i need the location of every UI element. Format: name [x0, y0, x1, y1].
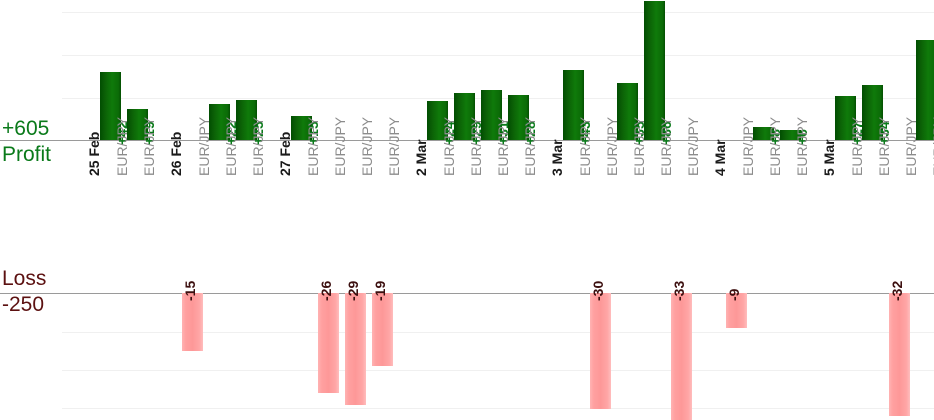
- gridline: [62, 370, 934, 371]
- date-label: 26 Feb: [168, 131, 184, 176]
- instrument-label: EUR/JPY: [305, 116, 321, 176]
- profit-bar: [835, 96, 856, 140]
- loss-value-label: -15: [182, 280, 198, 301]
- loss-baseline: [0, 293, 934, 294]
- profit-bar: [209, 104, 230, 140]
- loss-bar: [590, 293, 611, 409]
- loss-value-label: -30: [590, 280, 606, 301]
- loss-bar: [726, 293, 747, 328]
- instrument-label: EUR/JPY: [794, 116, 810, 176]
- loss-value-label: -32: [889, 280, 905, 301]
- profit-bar: [508, 94, 529, 140]
- date-label: 2 Mar: [413, 139, 429, 176]
- loss-value-label: -29: [345, 280, 361, 301]
- loss-bar: [318, 293, 339, 394]
- loss-bar: [345, 293, 366, 405]
- loss-value-label: -26: [318, 280, 334, 301]
- gridline: [62, 55, 934, 56]
- instrument-label: EUR/JPY: [685, 116, 701, 176]
- profit-bar: [127, 109, 148, 140]
- profit-bar: [454, 93, 475, 140]
- loss-value-label: -9: [726, 288, 742, 301]
- profit-bar: [563, 70, 584, 140]
- loss-axis-label: Loss: [2, 267, 47, 290]
- instrument-label: EUR/JPY: [141, 116, 157, 176]
- loss-bar: [889, 293, 910, 417]
- profit-bar: [780, 130, 801, 140]
- profit-bar: [617, 83, 638, 140]
- loss-bar: [372, 293, 393, 367]
- profit-bar: [916, 39, 934, 140]
- profit-bar: [481, 89, 502, 140]
- profit-bar: [644, 0, 665, 140]
- date-label: 25 Feb: [86, 131, 102, 176]
- loss-value-label: -33: [671, 280, 687, 301]
- profit-bar: [427, 101, 448, 140]
- instrument-label: EUR/JPY: [658, 116, 674, 176]
- loss-total-label: -250: [2, 293, 45, 316]
- instrument-label: EUR/JPY: [876, 116, 892, 176]
- profit-total-label: +605: [2, 117, 50, 140]
- gridline: [62, 12, 934, 13]
- profit-bar: [862, 84, 883, 140]
- profit-bar: [236, 99, 257, 140]
- instrument-label: EUR/JPY: [359, 116, 375, 176]
- loss-bar: [182, 293, 203, 351]
- date-label: 27 Feb: [277, 131, 293, 176]
- instrument-label: EUR/JPY: [250, 116, 266, 176]
- loss-bar: [671, 293, 692, 420]
- instrument-label: EUR/JPY: [332, 116, 348, 176]
- loss-value-label: -19: [372, 280, 388, 301]
- instrument-label: EUR/JPY: [522, 116, 538, 176]
- instrument-label: EUR/JPY: [740, 116, 756, 176]
- date-label: 3 Mar: [549, 139, 565, 176]
- profit-axis-label: Profit: [2, 143, 52, 166]
- profit-bar: [100, 71, 121, 140]
- instrument-label: EUR/JPY: [577, 116, 593, 176]
- gridline: [62, 408, 934, 409]
- profit-bar: [753, 127, 774, 140]
- instrument-label: EUR/JPY: [386, 116, 402, 176]
- gridline: [62, 332, 934, 333]
- profit-baseline: [0, 140, 934, 141]
- profit-bar: [291, 115, 312, 140]
- date-label: 5 Mar: [821, 139, 837, 176]
- instrument-label: EUR/JPY: [767, 116, 783, 176]
- date-label: 4 Mar: [712, 139, 728, 176]
